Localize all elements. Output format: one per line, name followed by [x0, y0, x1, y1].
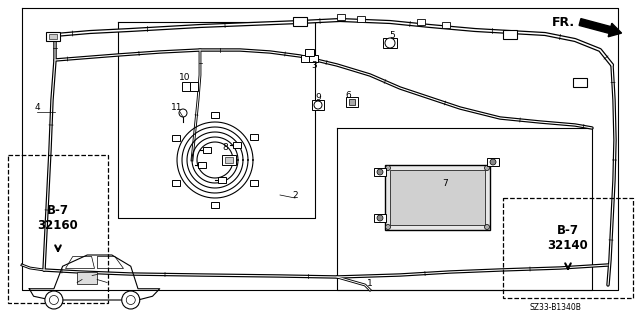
Bar: [390, 170, 485, 225]
Bar: [357, 16, 365, 22]
Bar: [293, 17, 307, 26]
Bar: [218, 177, 226, 183]
Bar: [503, 198, 633, 298]
Bar: [182, 82, 190, 91]
Bar: [417, 19, 425, 25]
Bar: [383, 38, 397, 48]
Circle shape: [377, 169, 383, 175]
Bar: [225, 157, 233, 163]
Bar: [374, 214, 386, 222]
Text: 8: 8: [222, 144, 228, 152]
Circle shape: [490, 159, 496, 165]
Bar: [349, 99, 355, 105]
Bar: [312, 100, 324, 110]
Bar: [198, 162, 206, 168]
Bar: [374, 168, 386, 176]
Circle shape: [377, 215, 383, 221]
Bar: [385, 165, 490, 230]
Text: B-7
32160: B-7 32160: [38, 204, 78, 232]
Circle shape: [179, 109, 187, 117]
Bar: [250, 135, 258, 140]
Circle shape: [49, 295, 58, 305]
Text: 4: 4: [34, 103, 40, 113]
Text: 10: 10: [179, 73, 191, 83]
Bar: [8, 155, 108, 303]
Circle shape: [126, 295, 135, 305]
Text: 3: 3: [311, 61, 317, 70]
Text: 2: 2: [292, 190, 298, 199]
FancyArrow shape: [579, 19, 621, 37]
Text: B-7
32140: B-7 32140: [548, 224, 588, 252]
Bar: [46, 32, 60, 41]
Bar: [49, 34, 57, 39]
Circle shape: [122, 291, 140, 309]
Text: 1: 1: [367, 278, 373, 287]
Bar: [211, 112, 219, 118]
Circle shape: [484, 166, 490, 170]
Bar: [305, 49, 314, 56]
Bar: [337, 14, 345, 20]
Bar: [250, 180, 258, 186]
Circle shape: [385, 166, 390, 170]
Text: 9: 9: [315, 93, 321, 102]
Bar: [346, 97, 358, 107]
Text: 6: 6: [345, 91, 351, 100]
Bar: [222, 155, 236, 165]
Text: 11: 11: [172, 103, 183, 113]
Bar: [172, 180, 180, 186]
Bar: [211, 202, 219, 208]
Circle shape: [385, 38, 395, 48]
Bar: [233, 142, 241, 148]
Text: 7: 7: [442, 179, 448, 188]
Bar: [487, 158, 499, 166]
Bar: [503, 30, 517, 39]
Bar: [301, 55, 310, 62]
Bar: [172, 135, 180, 140]
Circle shape: [45, 291, 63, 309]
Bar: [190, 82, 198, 91]
Text: SZ33-B1340B: SZ33-B1340B: [530, 302, 582, 311]
Bar: [573, 78, 587, 87]
Bar: [77, 271, 97, 284]
Text: FR.: FR.: [552, 16, 575, 28]
Text: 5: 5: [389, 31, 395, 40]
Bar: [442, 22, 450, 28]
Bar: [309, 55, 318, 62]
Circle shape: [385, 225, 390, 229]
Circle shape: [484, 225, 490, 229]
Circle shape: [314, 101, 322, 109]
Bar: [203, 147, 211, 153]
